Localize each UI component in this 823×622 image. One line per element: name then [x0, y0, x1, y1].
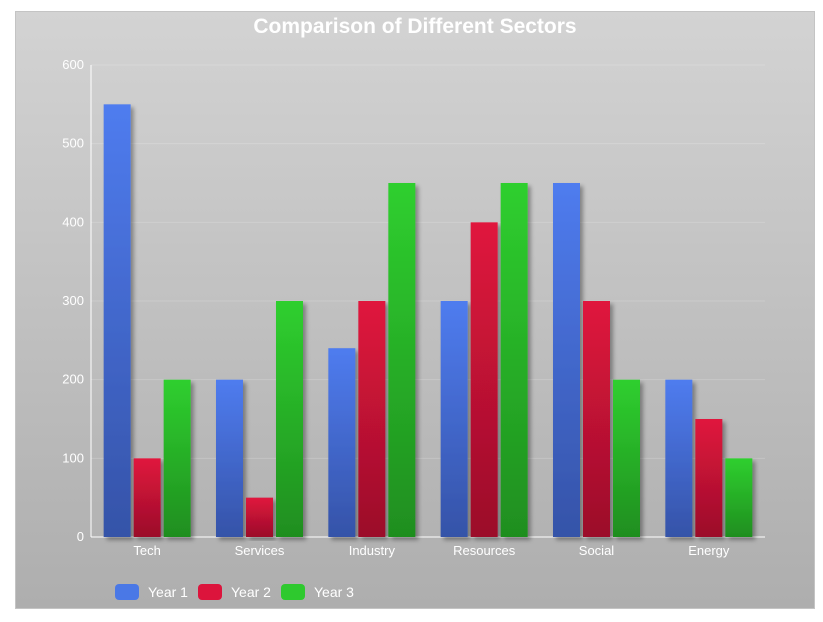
bar-year-3 [725, 458, 753, 537]
bar-year-1 [553, 183, 580, 537]
x-tick-label: Social [579, 543, 615, 558]
bar-year-2 [133, 458, 161, 537]
bar-year-1 [103, 104, 131, 537]
bar-year-3 [613, 379, 640, 537]
x-tick-label: Energy [688, 543, 730, 558]
x-tick-label: Industry [349, 543, 396, 558]
legend-swatch [115, 584, 139, 600]
bar-year-2 [583, 301, 610, 537]
bars [103, 104, 753, 538]
legend-label: Year 3 [314, 584, 354, 600]
y-tick-label: 200 [62, 372, 84, 387]
bar-year-3 [388, 183, 416, 537]
bar-year-3 [163, 379, 191, 537]
legend: Year 1 Year 2 Year 3 [115, 584, 354, 600]
bar-year-1 [328, 348, 356, 537]
legend-label: Year 2 [231, 584, 271, 600]
bar-year-3 [276, 301, 303, 537]
y-tick-label: 300 [62, 293, 84, 308]
bar-year-1 [665, 379, 693, 537]
axes [90, 65, 765, 538]
bar-year-2 [695, 419, 723, 537]
bar-year-3 [500, 183, 528, 537]
grid-lines [91, 64, 765, 459]
x-tick-label: Resources [453, 543, 516, 558]
y-tick-label: 500 [62, 136, 84, 151]
bar-year-2 [246, 497, 273, 537]
y-axis-ticks: 0 100 200 300 400 500 600 [62, 57, 84, 544]
bar-year-2 [358, 301, 386, 537]
legend-swatch [198, 584, 222, 600]
y-tick-label: 100 [62, 450, 84, 465]
bar-year-2 [470, 222, 498, 538]
x-axis-ticks: Tech Services Industry Resources Social Energ… [133, 543, 729, 558]
chart-title: Comparison of Different Sectors [253, 15, 576, 38]
x-tick-label: Services [235, 543, 285, 558]
y-tick-label: 600 [62, 57, 84, 72]
legend-label: Year 1 [148, 584, 188, 600]
bar-year-1 [440, 301, 468, 537]
bar-year-1 [216, 379, 243, 537]
legend-swatch [281, 584, 305, 600]
x-tick-label: Tech [133, 543, 160, 558]
y-tick-label: 0 [77, 529, 84, 544]
y-tick-label: 400 [62, 214, 84, 229]
